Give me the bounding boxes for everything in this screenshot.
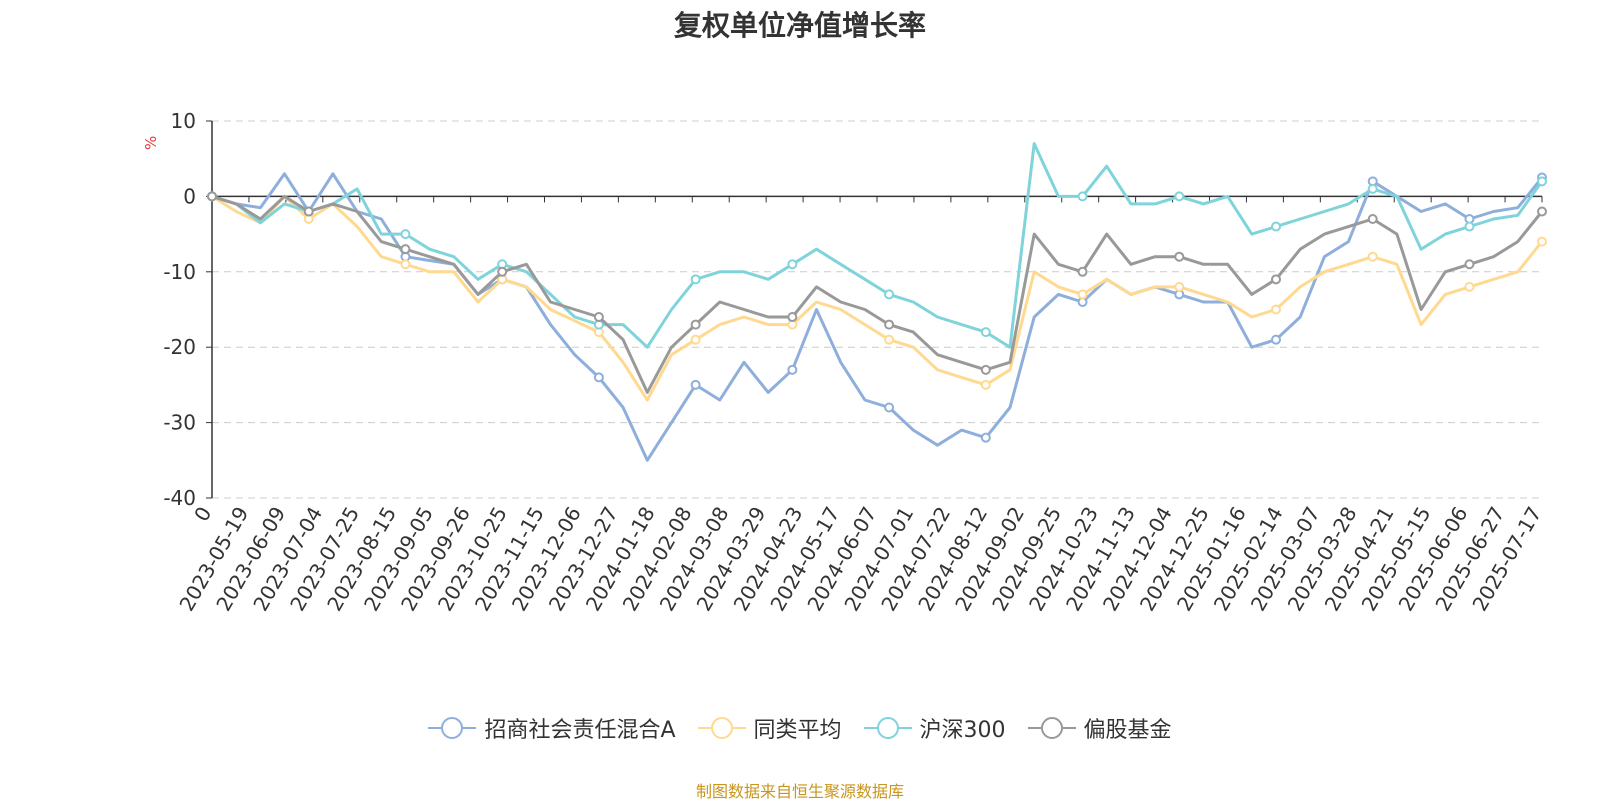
series-marker xyxy=(690,274,701,285)
series-marker xyxy=(1174,281,1185,292)
series-marker xyxy=(690,379,701,390)
legend-item[interactable]: 沪深300 xyxy=(863,712,1006,744)
y-tick-label: -20 xyxy=(163,335,196,359)
series-marker xyxy=(1464,281,1475,292)
series-marker xyxy=(1537,176,1547,187)
legend-label: 同类平均 xyxy=(753,718,842,743)
series-marker xyxy=(1367,251,1378,262)
series-marker xyxy=(980,327,991,338)
series-marker xyxy=(1367,183,1378,194)
series-marker xyxy=(980,364,991,375)
legend-item[interactable]: 同类平均 xyxy=(697,712,842,744)
series-marker xyxy=(400,259,411,270)
series-marker xyxy=(1271,274,1281,285)
series-marker xyxy=(884,402,895,413)
series-marker xyxy=(1271,334,1281,345)
series-marker xyxy=(690,319,701,330)
series-marker xyxy=(980,432,991,443)
series-marker xyxy=(787,259,798,270)
series-marker xyxy=(207,191,217,202)
legend-item[interactable]: 偏股基金 xyxy=(1027,712,1172,744)
y-tick-label: -10 xyxy=(163,260,196,284)
series-marker xyxy=(1537,206,1547,217)
series-marker xyxy=(593,372,604,383)
data-source-note: 制图数据来自恒生聚源数据库 xyxy=(695,782,904,801)
series-marker xyxy=(1077,191,1088,202)
series-marker xyxy=(884,334,895,345)
series-line-1 xyxy=(210,172,1544,462)
legend-swatch-icon xyxy=(1027,717,1076,739)
series-marker xyxy=(884,289,895,300)
y-tick-label: -30 xyxy=(163,411,196,435)
series-marker xyxy=(497,266,508,277)
chart-legend: 招商社会责任混合A 同类平均 沪深300 偏股基金 xyxy=(0,712,1600,744)
series-marker xyxy=(787,312,798,323)
legend-swatch-icon xyxy=(428,717,477,739)
line-chart: 100-10-20-30-4002023-05-192023-06-092023… xyxy=(163,109,1547,615)
legend-label: 沪深300 xyxy=(919,718,1006,743)
series-marker xyxy=(787,364,798,375)
chart-title: 复权单位净值增长率 xyxy=(673,9,926,42)
legend-label: 偏股基金 xyxy=(1083,718,1172,743)
series-marker xyxy=(303,206,314,217)
series-marker xyxy=(593,312,604,323)
series-marker xyxy=(400,244,411,255)
legend-swatch-icon xyxy=(863,717,912,739)
series-marker xyxy=(1077,266,1088,277)
y-tick-label: 0 xyxy=(183,184,196,208)
series-marker xyxy=(1464,221,1475,232)
legend-item[interactable]: 招商社会责任混合A xyxy=(428,712,676,744)
series-line-4 xyxy=(210,194,1544,394)
series-marker xyxy=(884,319,895,330)
series-marker xyxy=(1271,304,1281,315)
series-marker xyxy=(1174,251,1185,262)
series-marker xyxy=(1077,289,1088,300)
legend-label: 招商社会责任混合A xyxy=(484,718,676,743)
legend-swatch-icon xyxy=(697,717,746,739)
series-marker xyxy=(1464,259,1475,270)
series-marker xyxy=(690,334,701,345)
series-marker xyxy=(980,379,991,390)
series-marker xyxy=(1537,236,1547,247)
series-line-3 xyxy=(210,142,1544,349)
series-marker xyxy=(400,229,411,240)
series-marker xyxy=(1271,221,1281,232)
y-tick-label: 10 xyxy=(171,109,196,133)
series-marker xyxy=(1174,191,1185,202)
x-tick-label: 0 xyxy=(189,503,216,526)
y-tick-label: -40 xyxy=(163,486,196,510)
series-line-2 xyxy=(210,194,1544,402)
series-marker xyxy=(1367,214,1378,225)
